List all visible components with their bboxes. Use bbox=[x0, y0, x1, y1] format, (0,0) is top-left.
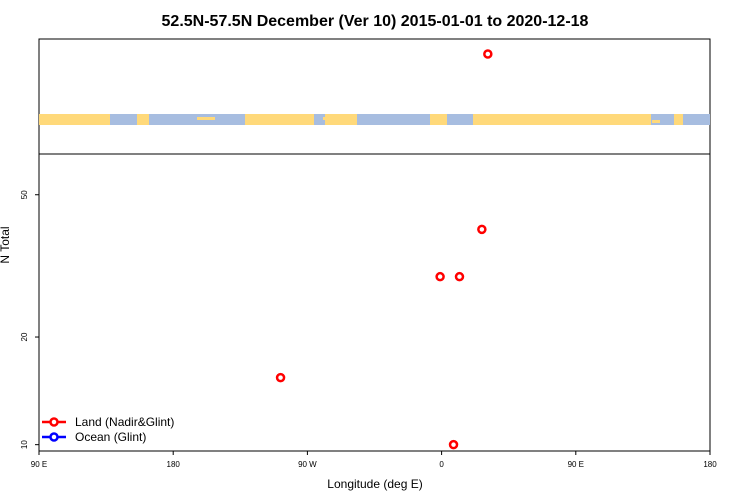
data-point bbox=[448, 439, 459, 450]
x-tick-label: 90 W bbox=[298, 460, 317, 469]
data-points bbox=[275, 224, 487, 450]
x-tick-label: 180 bbox=[703, 460, 717, 469]
outlier-panel bbox=[38, 38, 711, 155]
legend-land-marker bbox=[49, 417, 59, 427]
outlier-markers bbox=[483, 49, 493, 59]
x-tick-label: 90 E bbox=[31, 460, 47, 469]
y-axis-label: N Total bbox=[0, 226, 12, 263]
land-segment bbox=[245, 114, 314, 125]
legend-entry-land: Land (Nadir&Glint) bbox=[42, 415, 174, 429]
outlier-panel-frame bbox=[38, 38, 711, 155]
x-axis: 90 E 180 90 W 0 90 E 180 bbox=[31, 451, 717, 469]
x-axis-label: Longitude (deg E) bbox=[327, 477, 422, 491]
land-segment bbox=[39, 114, 110, 125]
outlier-point bbox=[483, 49, 493, 59]
land-segment bbox=[197, 117, 215, 120]
land-ocean-strip bbox=[39, 114, 710, 125]
y-axis: 10 20 50 bbox=[20, 190, 39, 449]
legend-ocean-label: Ocean (Glint) bbox=[75, 430, 146, 444]
legend-land-label: Land (Nadir&Glint) bbox=[75, 415, 174, 429]
land-segment bbox=[430, 121, 436, 124]
land-segment bbox=[674, 114, 683, 125]
legend: Land (Nadir&Glint) Ocean (Glint) bbox=[42, 415, 174, 444]
chart-title: 52.5N-57.5N December (Ver 10) 2015-01-01… bbox=[162, 13, 589, 30]
land-segment bbox=[323, 117, 327, 120]
data-point bbox=[275, 372, 286, 383]
land-segment bbox=[325, 114, 357, 125]
legend-ocean-marker bbox=[49, 432, 59, 442]
land-segment bbox=[652, 120, 660, 123]
y-tick-label: 10 bbox=[20, 440, 29, 449]
land-segment bbox=[430, 114, 447, 125]
ocean-band bbox=[39, 114, 710, 125]
x-tick-label: 90 E bbox=[568, 460, 584, 469]
x-tick-label: 0 bbox=[439, 460, 444, 469]
legend-entry-ocean: Ocean (Glint) bbox=[42, 430, 146, 444]
y-tick-label: 50 bbox=[20, 190, 29, 199]
x-tick-label: 180 bbox=[167, 460, 181, 469]
plot-frame bbox=[38, 153, 711, 452]
land-segment bbox=[137, 114, 149, 125]
y-tick-label: 20 bbox=[20, 332, 29, 341]
data-point bbox=[454, 271, 465, 282]
data-point bbox=[477, 224, 487, 235]
data-point bbox=[435, 271, 445, 282]
plot-area: 10 20 50 90 E 180 90 W 0 90 E 180 bbox=[20, 153, 717, 469]
land-segment bbox=[473, 114, 651, 125]
